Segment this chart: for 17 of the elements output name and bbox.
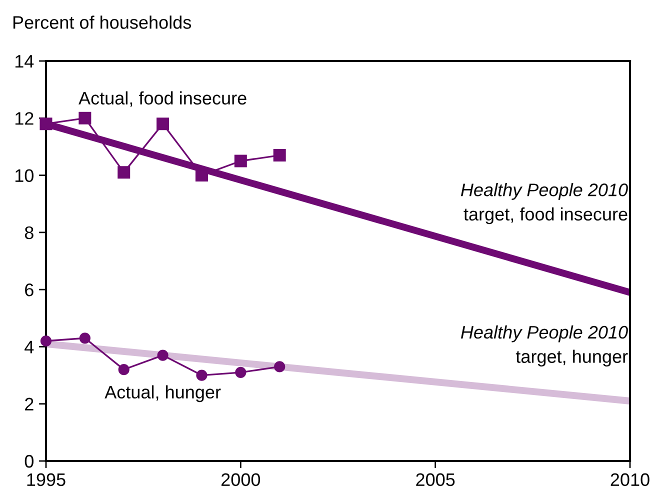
y-tick-label: 0 (24, 454, 34, 468)
y-tick-label: 2 (25, 398, 34, 410)
y-tick-label: 8 (24, 226, 34, 240)
series-label: Actual, hunger (104, 385, 221, 402)
series-label: Actual, food insecure (78, 91, 246, 107)
series-label: Healthy People 2010 target, food insecure (460, 183, 628, 224)
y-tick-label: 6 (25, 284, 34, 296)
series-label: Healthy People 2010 target, hunger (460, 325, 628, 367)
x-tick-label: 2005 (416, 473, 455, 486)
y-axis-title: Percent of households (13, 16, 192, 29)
y-tick-label: 10 (15, 169, 34, 182)
y-tick-label: 4 (24, 340, 34, 354)
x-tick-label: 1995 (27, 473, 66, 486)
y-tick-label: 12 (15, 112, 34, 125)
y-tick-label: 14 (15, 55, 34, 68)
x-tick-label: 2000 (221, 473, 260, 486)
x-tick-label: 2010 (610, 473, 650, 486)
